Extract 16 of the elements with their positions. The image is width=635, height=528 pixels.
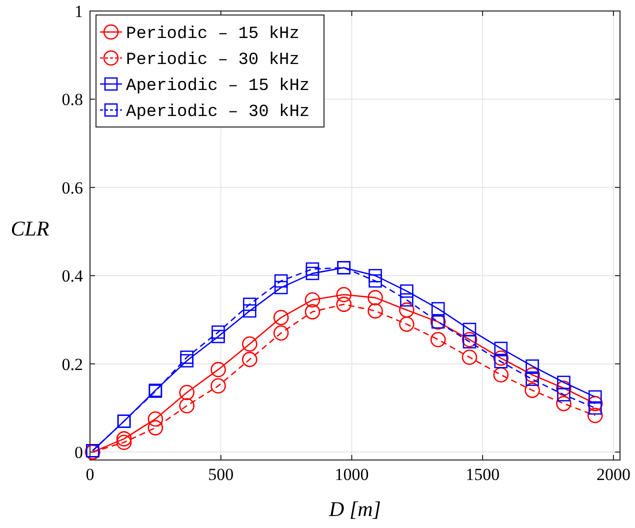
legend-label: Aperiodic – 30 kHz	[126, 103, 310, 122]
y-tick-label: 0.2	[62, 354, 83, 374]
y-tick-label: 0.6	[62, 178, 83, 198]
x-tick-label: 1500	[466, 465, 500, 484]
legend-label: Aperiodic – 15 kHz	[126, 77, 310, 96]
y-tick-label: 0	[74, 443, 83, 462]
x-tick-label: 2000	[596, 465, 630, 484]
x-tick-label: 1000	[334, 465, 369, 484]
x-tick-label: 500	[208, 465, 234, 484]
y-tick-label: 1	[74, 2, 83, 21]
y-tick-label: 0.4	[62, 266, 84, 286]
x-axis-title: D [m]	[328, 497, 381, 521]
y-axis-title: CLR	[10, 216, 50, 240]
legend-label: Periodic – 15 kHz	[126, 25, 300, 44]
legend-label: Periodic – 30 kHz	[126, 51, 300, 70]
y-tick-label: 0.8	[62, 90, 83, 110]
